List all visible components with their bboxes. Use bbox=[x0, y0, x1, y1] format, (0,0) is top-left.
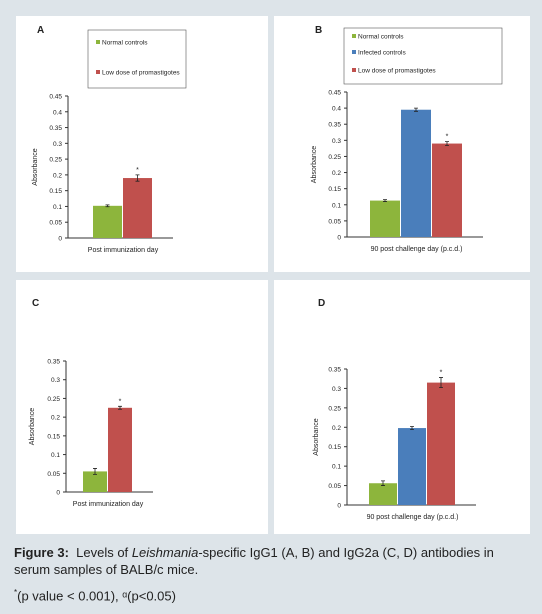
annotation: * bbox=[119, 398, 122, 405]
legend-box bbox=[87, 29, 187, 89]
y-tick-label: 0.05 bbox=[47, 471, 60, 478]
y-tick-label: 0 bbox=[56, 490, 60, 497]
y-tick-label: 0.3 bbox=[332, 138, 341, 145]
y-tick-label: 0.15 bbox=[328, 186, 341, 193]
y-tick-label: 0.1 bbox=[332, 464, 341, 471]
caption-italic: Leishmania bbox=[131, 545, 199, 560]
y-tick-label: 0.25 bbox=[328, 405, 341, 412]
annotation: * bbox=[446, 134, 449, 141]
error-bar bbox=[445, 141, 449, 146]
caption-before: Levels of bbox=[76, 545, 129, 560]
error-bar bbox=[410, 426, 414, 431]
caption-text: Figure 3: Levels of Leishmania-specific … bbox=[14, 544, 530, 578]
y-tick-label: 0.3 bbox=[332, 386, 341, 393]
y-tick-label: 0 bbox=[58, 236, 62, 243]
y-tick-label: 0.15 bbox=[47, 433, 60, 440]
y-tick-label: 0.05 bbox=[328, 218, 341, 225]
y-tick-label: 0 bbox=[337, 235, 341, 242]
error-bar bbox=[414, 107, 418, 112]
y-axis-label: Absorbance bbox=[311, 146, 318, 183]
y-tick-label: 0.05 bbox=[328, 483, 341, 490]
caption-after: -specific IgG1 (A, B) and IgG2a (C, D) a… bbox=[14, 545, 494, 577]
legend-label: Infected controls bbox=[358, 50, 406, 57]
bar bbox=[427, 382, 455, 505]
y-axis-label: Absorbance bbox=[32, 148, 39, 185]
y-tick-label: 0.2 bbox=[332, 425, 341, 432]
panel-letter: A bbox=[37, 25, 44, 36]
legend-label: Normal controls bbox=[358, 34, 404, 41]
legend-swatch bbox=[352, 34, 356, 38]
y-tick-label: 0.15 bbox=[49, 188, 62, 195]
error-bar bbox=[105, 204, 110, 208]
y-tick-label: 0 bbox=[337, 503, 341, 510]
bar bbox=[401, 109, 431, 237]
annotation: * bbox=[440, 370, 443, 377]
x-axis-label: 90 post challenge day (p.c.d.) bbox=[367, 514, 459, 521]
y-tick-label: 0.25 bbox=[47, 396, 60, 403]
bar bbox=[83, 471, 107, 492]
note-mark: * bbox=[14, 588, 18, 597]
caption-note: *(p value < 0.001), ᵅ(p<0.05) bbox=[14, 584, 530, 604]
caption: Figure 3: Levels of Leishmania-specific … bbox=[14, 544, 530, 610]
x-axis-label: 90 post challenge day (p.c.d.) bbox=[371, 246, 463, 253]
error-bar bbox=[118, 405, 122, 410]
y-tick-label: 0.2 bbox=[51, 415, 60, 422]
y-axis-label: Absorbance bbox=[313, 418, 320, 455]
figure: A 0 0.05 0.1 0.15 0.2 0.25 0.3 0.35 0.4 0.45 Absorb… bbox=[16, 16, 530, 534]
error-bar bbox=[93, 468, 97, 475]
panel-letter: B bbox=[315, 25, 322, 36]
legend-label: Normal controls bbox=[102, 40, 148, 47]
legend-swatch bbox=[96, 70, 100, 74]
panel-letter: C bbox=[32, 298, 39, 309]
legend-swatch bbox=[96, 40, 100, 44]
y-axis-label: Absorbance bbox=[29, 408, 36, 445]
y-tick-label: 0.45 bbox=[49, 94, 62, 101]
bar bbox=[369, 483, 397, 505]
y-tick-label: 0.2 bbox=[332, 170, 341, 177]
bar bbox=[93, 205, 122, 238]
y-tick-label: 0.45 bbox=[328, 90, 341, 97]
legend-label: Low dose of promastigotes bbox=[102, 70, 180, 77]
y-tick-label: 0.15 bbox=[328, 444, 341, 451]
x-axis-label: Post immunization day bbox=[88, 247, 159, 254]
y-tick-label: 0.35 bbox=[328, 122, 341, 129]
y-tick-label: 0.35 bbox=[49, 125, 62, 132]
error-bar bbox=[383, 199, 387, 202]
bar bbox=[370, 200, 400, 237]
caption-label: Figure 3: bbox=[14, 545, 69, 560]
error-bar bbox=[439, 377, 443, 389]
legend-swatch bbox=[352, 68, 356, 72]
y-tick-label: 0.1 bbox=[53, 204, 62, 211]
y-tick-label: 0.35 bbox=[328, 367, 341, 374]
y-tick-label: 0.25 bbox=[49, 157, 62, 164]
y-tick-label: 0.1 bbox=[332, 202, 341, 209]
panel-bg bbox=[16, 280, 268, 534]
legend-box bbox=[343, 27, 503, 85]
note-text: (p value < 0.001), ᵅ(p<0.05) bbox=[17, 588, 176, 604]
bar bbox=[398, 428, 426, 505]
error-bar bbox=[381, 480, 385, 486]
panel-letter: D bbox=[318, 298, 325, 309]
y-tick-label: 0.3 bbox=[51, 377, 60, 384]
y-tick-label: 0.35 bbox=[47, 359, 60, 366]
y-tick-label: 0.1 bbox=[51, 452, 60, 459]
y-tick-label: 0.2 bbox=[53, 172, 62, 179]
y-tick-label: 0.4 bbox=[53, 109, 62, 116]
error-bar bbox=[135, 174, 140, 182]
y-tick-label: 0.25 bbox=[328, 154, 341, 161]
y-tick-label: 0.05 bbox=[49, 220, 62, 227]
legend-label: Low dose of promastigotes bbox=[358, 68, 436, 75]
y-tick-label: 0.3 bbox=[53, 141, 62, 148]
legend-swatch bbox=[352, 50, 356, 54]
annotation: * bbox=[136, 167, 139, 174]
bar bbox=[123, 178, 152, 238]
x-axis-label: Post immunization day bbox=[73, 501, 144, 508]
bar bbox=[432, 143, 462, 237]
bar bbox=[108, 407, 132, 492]
y-tick-label: 0.4 bbox=[332, 106, 341, 113]
